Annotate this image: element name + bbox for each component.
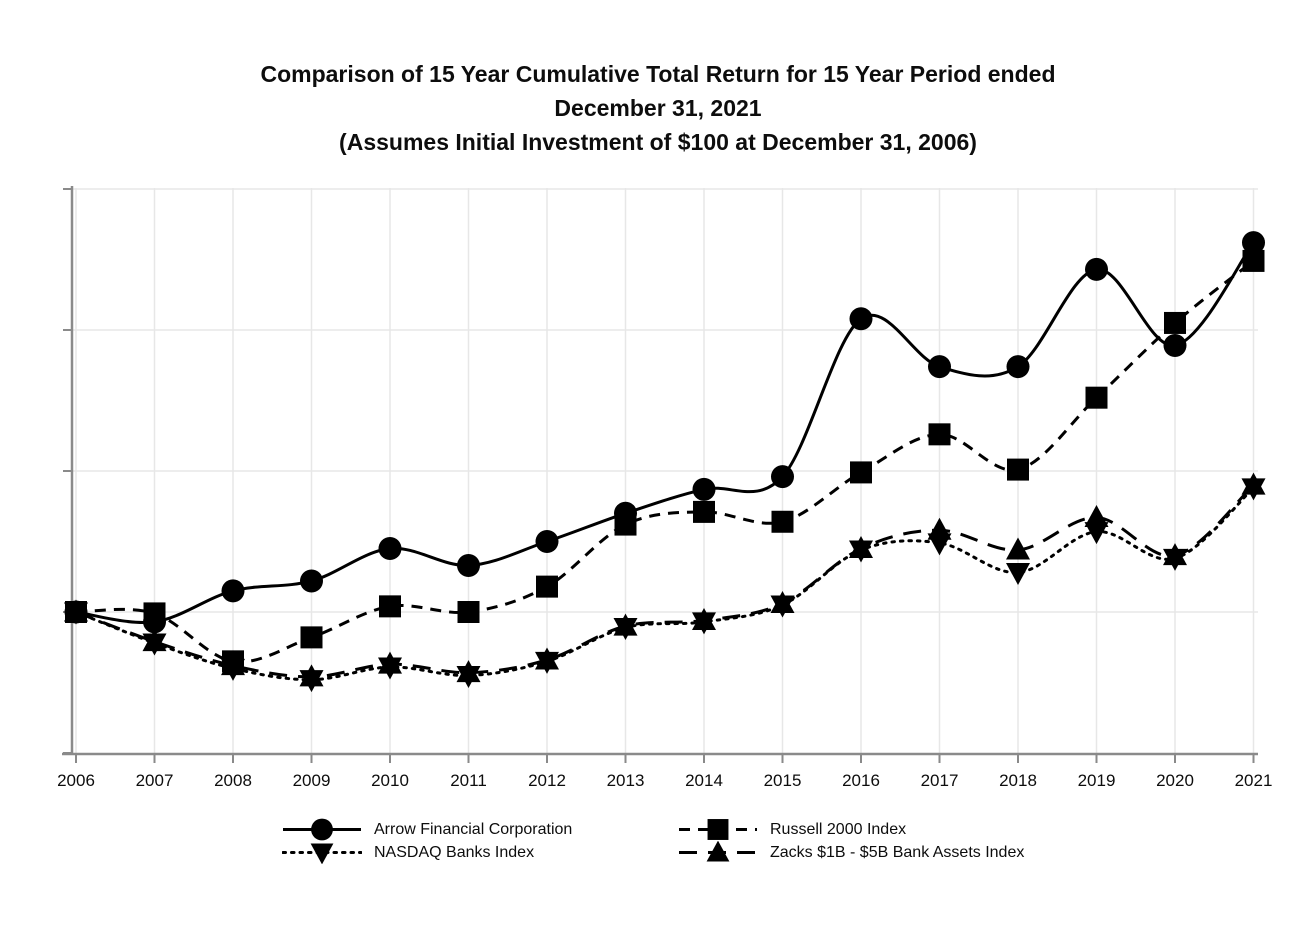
svg-text:2010: 2010	[371, 771, 409, 790]
svg-text:2021: 2021	[1235, 771, 1273, 790]
svg-text:2008: 2008	[214, 771, 252, 790]
svg-text:2006: 2006	[57, 771, 95, 790]
legend-label-arrow-financial: Arrow Financial Corporation	[374, 820, 573, 838]
legend-label-russell-2000: Russell 2000 Index	[770, 820, 907, 838]
chart-title-line2: December 31, 2021	[554, 95, 762, 121]
svg-text:2019: 2019	[1078, 771, 1116, 790]
chart-legend: Arrow Financial Corporation NASDAQ Banks…	[0, 818, 1316, 878]
svg-text:2013: 2013	[607, 771, 645, 790]
svg-text:2009: 2009	[293, 771, 331, 790]
svg-text:2018: 2018	[999, 771, 1037, 790]
dotted-line-triangle-down-marker-sample-icon	[282, 843, 362, 864]
svg-text:2017: 2017	[921, 771, 959, 790]
svg-text:2020: 2020	[1156, 771, 1194, 790]
legend-label-zacks-bank-assets: Zacks $1B - $5B Bank Assets Index	[770, 843, 1025, 861]
chart-title: Comparison of 15 Year Cumulative Total R…	[0, 57, 1316, 159]
legend-item-nasdaq-banks: NASDAQ Banks Index	[282, 841, 572, 864]
legend-item-zacks-bank-assets: Zacks $1B - $5B Bank Assets Index	[678, 841, 1024, 864]
legend-item-arrow-financial: Arrow Financial Corporation	[282, 818, 572, 841]
svg-text:2015: 2015	[764, 771, 802, 790]
legend-label-nasdaq-banks: NASDAQ Banks Index	[374, 843, 535, 861]
legend-item-russell-2000: Russell 2000 Index	[678, 818, 1024, 841]
long-dash-line-triangle-up-marker-sample-icon	[679, 841, 757, 862]
legend-column-left: Arrow Financial Corporation NASDAQ Banks…	[282, 818, 572, 864]
svg-text:2016: 2016	[842, 771, 880, 790]
legend-column-right: Russell 2000 Index Zacks $1B - $5B Bank …	[678, 818, 1024, 864]
solid-line-circle-marker-sample-icon	[283, 818, 361, 841]
chart-title-line3: (Assumes Initial Investment of $100 at D…	[339, 129, 977, 155]
chart-title-line1: Comparison of 15 Year Cumulative Total R…	[260, 61, 1056, 87]
svg-text:2012: 2012	[528, 771, 566, 790]
svg-text:2011: 2011	[450, 771, 487, 790]
svg-text:2007: 2007	[136, 771, 174, 790]
svg-text:2014: 2014	[685, 771, 723, 790]
dashed-line-square-marker-sample-icon	[679, 819, 757, 840]
